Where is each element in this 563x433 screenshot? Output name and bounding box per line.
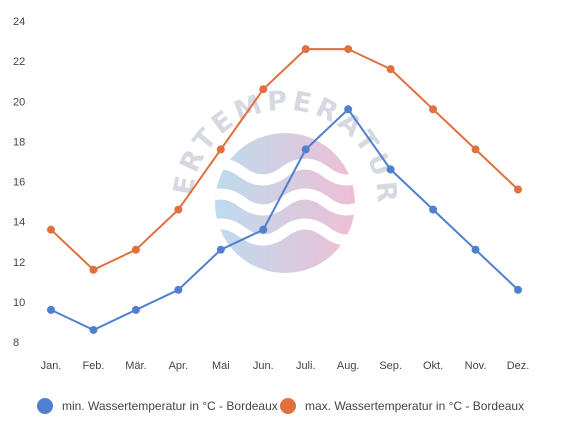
data-point[interactable] [344,105,353,114]
x-tick-label: Okt. [423,360,443,372]
data-point[interactable] [89,325,98,334]
data-point[interactable] [301,145,310,154]
data-point[interactable] [131,245,140,254]
data-point[interactable] [471,145,480,154]
x-tick-label: Mai [212,360,230,372]
data-point[interactable] [344,45,353,54]
series-layer [47,45,522,334]
data-point[interactable] [301,45,310,54]
series-min [47,105,522,334]
data-point[interactable] [47,225,55,234]
y-tick-label: 10 [13,297,25,309]
data-point[interactable] [259,225,268,234]
data-point[interactable] [216,245,225,254]
legend: min. Wassertemperatur in °C - Bordeaux ma… [37,398,524,414]
legend-marker [280,398,296,414]
data-point[interactable] [386,65,395,74]
data-point[interactable] [131,305,140,314]
legend-label: min. Wassertemperatur in °C - Bordeaux [62,399,278,413]
data-point[interactable] [216,145,225,154]
y-tick-label: 16 [13,177,25,189]
x-tick-label: Apr. [169,360,189,372]
x-tick-label: Juli. [296,360,316,372]
x-tick-label: Jun. [253,360,274,372]
series-line [50,48,519,271]
watermark-logo: WASSERTEMPERATUR.ORG [0,0,399,273]
data-point[interactable] [471,245,480,254]
x-tick-label: Aug. [337,360,360,372]
series-line [50,108,519,331]
data-point[interactable] [89,265,98,274]
data-point[interactable] [429,205,438,214]
legend-item[interactable]: max. Wassertemperatur in °C - Bordeaux [280,398,524,414]
x-tick-label: Mär. [125,360,146,372]
x-tick-label: Dez. [507,360,530,372]
y-tick-label: 20 [13,96,25,108]
y-tick-label: 12 [13,257,25,269]
y-axis: 8 10 12 14 16 18 20 22 24 [13,16,25,349]
data-point[interactable] [259,85,268,94]
y-tick-label: 14 [13,217,25,229]
y-tick-label: 18 [13,136,25,148]
legend-label: max. Wassertemperatur in °C - Bordeaux [305,399,524,413]
data-point[interactable] [174,285,183,294]
data-point[interactable] [47,305,55,314]
x-axis: Jan. Feb. Mär. Apr. Mai Jun. Juli. Aug. Sep. Okt.… [41,360,530,372]
series-max [47,45,522,274]
x-tick-label: Nov. [465,360,487,372]
legend-item[interactable]: min. Wassertemperatur in °C - Bordeaux [37,398,278,414]
y-tick-label: 8 [13,337,19,349]
data-point[interactable] [386,165,395,174]
data-point[interactable] [429,105,438,114]
y-tick-label: 22 [13,56,25,68]
x-tick-label: Jan. [41,360,62,372]
y-tick-label: 24 [13,16,25,28]
data-point[interactable] [174,205,183,214]
x-tick-label: Feb. [82,360,104,372]
legend-marker [37,398,53,414]
data-point[interactable] [514,185,522,194]
data-point[interactable] [514,285,522,294]
x-tick-label: Sep. [379,360,402,372]
